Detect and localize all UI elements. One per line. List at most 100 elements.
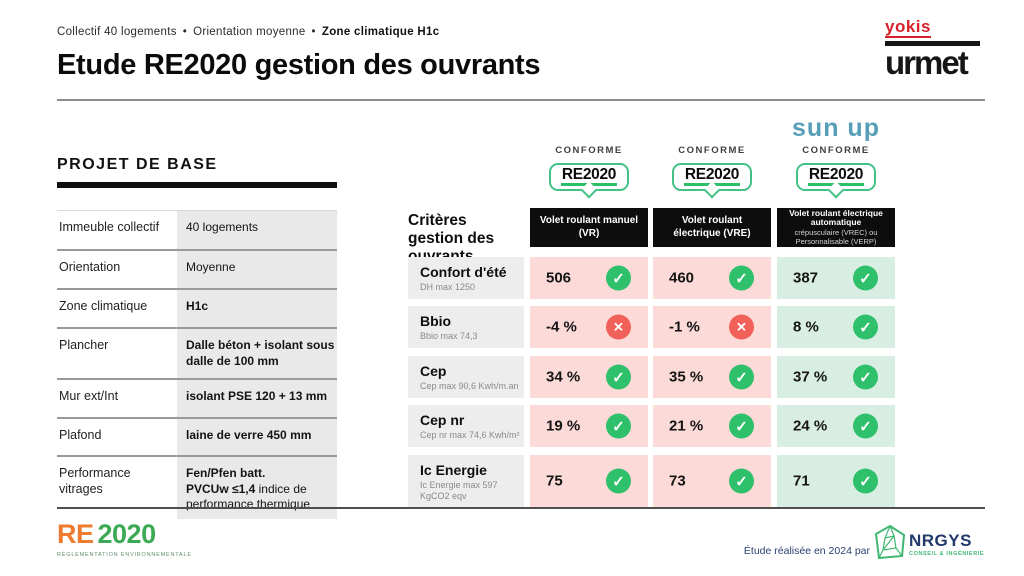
check-circle-icon	[729, 468, 754, 494]
cell-value: 506	[546, 269, 572, 287]
yokis-wordmark: yokis	[885, 17, 931, 38]
table-row: Immeuble collectif 40 logements	[57, 211, 337, 251]
credit-text: Étude réalisée en 2024 par	[743, 545, 870, 557]
cell-value: -4 %	[546, 318, 577, 336]
check-circle-icon	[606, 468, 631, 494]
re2020-badge-bubble: RE2020	[672, 163, 752, 191]
row-label: Plafond	[59, 428, 102, 442]
re2020-badge-text: RE2020	[561, 166, 617, 183]
re2020-badge-underline	[561, 183, 617, 186]
row-label: Zone climatique	[59, 299, 148, 313]
criterion-threshold: Cep nr max 74,6 Kwh/m²	[420, 429, 520, 440]
re2020-badge-underline	[684, 183, 740, 186]
urmet-wordmark: urmet	[885, 41, 980, 79]
nrgys-house-icon	[874, 524, 906, 565]
column-header-vr: Volet roulant manuel (VR)	[530, 208, 648, 247]
table-row: Bbio Bbio max 74,3 -4 % -1 % 8 %	[408, 306, 896, 348]
criterion-label: Cep nr Cep nr max 74,6 Kwh/m²	[408, 405, 524, 447]
table-row: Ic Energie Ic Energie max 597 KgCO2 eqv …	[408, 455, 896, 507]
re2020-badge: RE2020	[653, 163, 771, 191]
breadcrumb-separator: •	[182, 26, 188, 38]
cell-value: 35 %	[669, 368, 704, 386]
column-title: Volet roulant manuel (VR)	[539, 215, 639, 239]
cell-value: 75	[546, 472, 563, 490]
breadcrumb-separator: •	[311, 26, 316, 38]
row-value: Moyenne	[177, 251, 337, 288]
check-circle-icon	[853, 265, 878, 291]
value-cell: 506	[530, 257, 648, 299]
cell-value: 71	[793, 472, 810, 490]
value-cell: 75	[530, 455, 648, 507]
value-cell: 21 %	[653, 405, 771, 447]
re2020-badge-bubble: RE2020	[549, 163, 629, 191]
row-label: Performance vitrages	[59, 466, 131, 496]
value-cell: 71	[777, 455, 895, 507]
row-label: Orientation	[59, 260, 121, 274]
check-circle-icon	[729, 265, 754, 291]
value-cell: 35 %	[653, 356, 771, 398]
criterion-threshold: Ic Energie max 597 KgCO2 eqv	[420, 479, 498, 502]
re2020-badge: RE2020	[530, 163, 648, 191]
table-row: Confort d'été DH max 1250 506 460 387	[408, 257, 896, 299]
column-header-vrec: Volet roulant électrique automatique cré…	[777, 208, 895, 247]
table-row: Zone climatique H1c	[57, 290, 337, 329]
criterion-threshold: Cep max 90,6 Kwh/m.an	[420, 380, 519, 391]
column-title: Volet roulant électrique (VRE)	[673, 215, 751, 239]
value-cell: 387	[777, 257, 895, 299]
column-header-vre: Volet roulant électrique (VRE)	[653, 208, 771, 247]
project-section-title: PROJET DE BASE	[57, 156, 218, 173]
sunup-logo: sun up	[792, 114, 880, 142]
comparison-table: sun up CONFORME CONFORME CONFORME RE2020…	[408, 114, 896, 508]
page-title: Etude RE2020 gestion des ouvrants	[57, 49, 541, 81]
criterion-label: Ic Energie Ic Energie max 597 KgCO2 eqv	[408, 455, 524, 507]
cell-value: 37 %	[793, 368, 828, 386]
check-circle-icon	[606, 265, 631, 291]
row-value-bold: PVCUw ≤1,4	[186, 481, 256, 496]
nrgys-wordmark: NRGYS CONSEIL & INGÉNIERIE	[909, 532, 984, 557]
re2020-badge-text: RE2020	[684, 166, 740, 183]
row-label: Immeuble collectif	[59, 220, 160, 234]
cell-value: 34 %	[546, 368, 581, 386]
value-cell: 34 %	[530, 356, 648, 398]
row-label: Plancher	[59, 338, 109, 352]
table-row: Orientation Moyenne	[57, 251, 337, 290]
cell-value: 24 %	[793, 417, 828, 435]
row-label: Mur ext/Int	[59, 389, 119, 403]
cross-circle-icon	[606, 314, 631, 340]
criterion-threshold: DH max 1250	[420, 281, 476, 292]
column-subtitle: crépusculaire (VREC) ou Personnalisable …	[794, 228, 878, 246]
check-circle-icon	[853, 468, 878, 494]
cross-circle-icon	[729, 314, 754, 340]
column-title: Volet roulant électrique automatique	[789, 207, 883, 228]
breadcrumb-item-collectif: Collectif 40 logements	[57, 26, 177, 38]
value-cell: 8 %	[777, 306, 895, 348]
criterion-name: Ic Energie	[420, 462, 487, 478]
cell-value: 73	[669, 472, 686, 490]
criterion-name: Cep	[420, 363, 447, 379]
re2020-logo-year: 2020	[97, 519, 157, 549]
yokis-urmet-logo: yokis urmet	[885, 17, 980, 79]
value-cell: -1 %	[653, 306, 771, 348]
check-circle-icon	[853, 413, 878, 439]
cell-value: 8 %	[793, 318, 819, 336]
re2020-logo-subtitle: RÉGLEMENTATION ENVIRONNEMENTALE	[57, 552, 192, 558]
cell-value: 21 %	[669, 417, 704, 435]
table-row: Plancher Dalle béton + isolant sous dall…	[57, 329, 337, 380]
re2020-badge: RE2020	[777, 163, 895, 191]
header-divider	[57, 99, 985, 101]
check-circle-icon	[606, 364, 631, 390]
table-row: Plafond laine de verre 450 mm	[57, 419, 337, 457]
value-cell: 37 %	[777, 356, 895, 398]
nrgys-logo: NRGYS CONSEIL & INGÉNIERIE	[874, 524, 984, 565]
value-cell: -4 %	[530, 306, 648, 348]
check-circle-icon	[853, 314, 878, 340]
re2020-badge-bubble: RE2020	[796, 163, 876, 191]
project-table: Immeuble collectif 40 logements Orientat…	[57, 210, 337, 519]
row-value: isolant PSE 120 + 13 mm	[177, 380, 337, 417]
value-cell: 460	[653, 257, 771, 299]
re2020-logo-re: RE	[57, 519, 94, 549]
check-circle-icon	[729, 413, 754, 439]
conforme-label: CONFORME	[802, 145, 870, 156]
value-cell: 19 %	[530, 405, 648, 447]
